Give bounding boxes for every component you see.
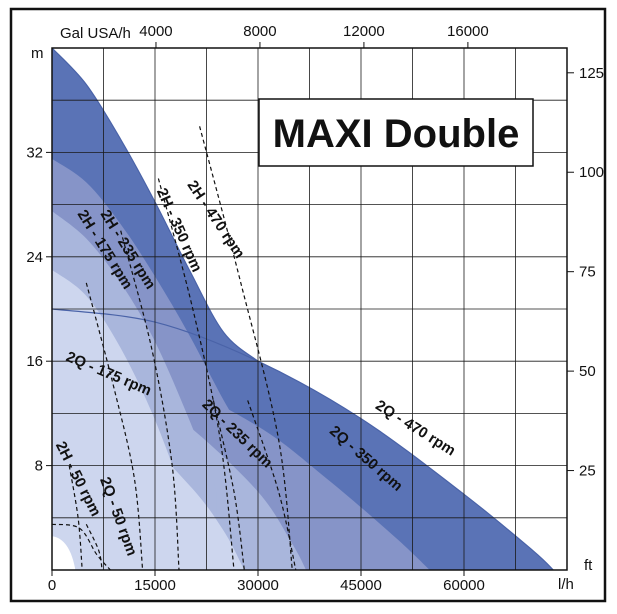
- top-tick-label: 8000: [243, 23, 276, 40]
- bottom-tick-label: 0: [48, 577, 56, 594]
- outer-frame: [9, 7, 607, 603]
- plot-frame: [51, 47, 568, 571]
- right-tick-label: 125: [579, 65, 604, 82]
- top-tick-label: 12000: [343, 23, 385, 40]
- origin-white-area: [52, 536, 76, 570]
- chart-title: MAXI Double: [273, 112, 520, 156]
- dashed-curve-2: [120, 230, 180, 570]
- axis-ticks: 0 15000 30000 45000 60000 4000 8000 12000 16000 8…: [26, 23, 604, 594]
- right-tick-label: 100: [579, 164, 604, 181]
- left-tick-label: 8: [35, 458, 43, 475]
- plot-border: [51, 47, 568, 571]
- dashed-curve-9: [52, 523, 111, 570]
- right-tick-label: 25: [579, 463, 596, 480]
- dashed-curve-5: [212, 400, 245, 570]
- right-tick-label: 75: [579, 264, 596, 281]
- dashed-curve-3: [157, 178, 235, 570]
- bottom-tick-label: 60000: [443, 577, 485, 594]
- left-tick-label: 32: [26, 144, 43, 161]
- right-axis-unit: ft: [584, 557, 593, 574]
- right-tick-label: 50: [579, 363, 596, 380]
- left-axis-unit: m: [31, 45, 44, 62]
- dashed-curve-1: [85, 282, 144, 570]
- top-tick-label: 4000: [139, 23, 172, 40]
- unused-corner: [52, 536, 76, 570]
- left-tick-label: 16: [26, 353, 43, 370]
- title-box: [258, 98, 534, 167]
- dashed-curve-4: [199, 126, 293, 570]
- bottom-tick-label: 45000: [340, 577, 382, 594]
- left-tick-label: 24: [26, 249, 43, 266]
- top-axis-unit: Gal USA/h: [60, 25, 131, 42]
- bottom-tick-label: 30000: [237, 577, 279, 594]
- bottom-tick-label: 15000: [134, 577, 176, 594]
- dashed-curve-6: [247, 400, 297, 570]
- dashed-curve-8: [85, 524, 103, 570]
- top-tick-label: 16000: [447, 23, 489, 40]
- bottom-axis-unit: l/h: [558, 576, 574, 593]
